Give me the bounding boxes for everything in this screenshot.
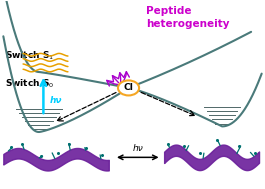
Text: CI: CI — [123, 83, 134, 92]
Text: hν: hν — [132, 144, 143, 153]
Text: hν: hν — [50, 96, 62, 105]
Text: Peptide
heterogeneity: Peptide heterogeneity — [146, 6, 229, 29]
Text: Switch S$_1$: Switch S$_1$ — [5, 50, 54, 62]
Text: Switch S$_0$: Switch S$_0$ — [5, 78, 54, 90]
Circle shape — [118, 81, 139, 95]
